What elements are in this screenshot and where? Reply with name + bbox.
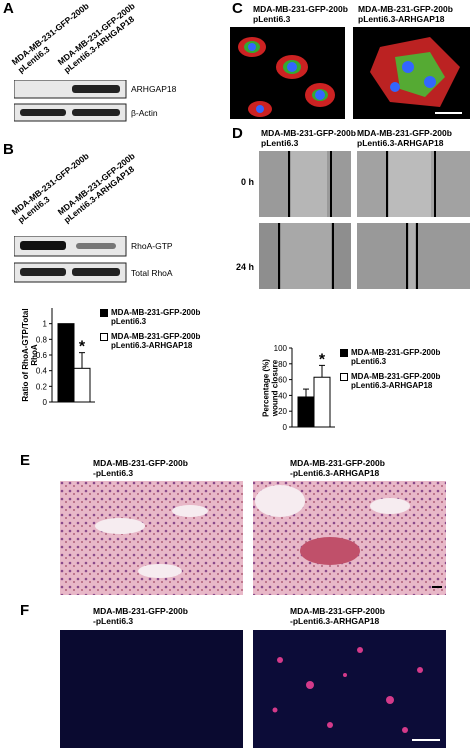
legend-entry: MDA-MB-231-GFP-200b pLenti6.3-ARHGAP18 [100,332,223,350]
text: -pLenti6.3-ARHGAP18 [290,468,380,478]
image-label: MDA-MB-231-GFP-200b -pLenti6.3 [93,606,188,626]
plot: 0 20 40 60 80 100 * [274,344,335,432]
text: pLenti6.3 [261,138,299,148]
annotation: * [319,351,326,368]
legend-swatch [340,373,348,381]
legend-entry: MDA-MB-231-GFP-200b pLenti6.3 [100,308,223,326]
western-blot [14,80,127,122]
blot-label: Total RhoA [131,268,173,278]
text: pLenti6.3-ARHGAP18 [357,138,444,148]
panel-letter: C [232,0,243,17]
panel-letter: D [232,125,243,142]
fluorescence-lung-images [60,630,446,748]
y-tick-label: 1 [43,320,48,329]
legend-label: MDA-MB-231-GFP-200b pLenti6.3 [351,348,441,366]
bar-chart: 0 20 40 60 80 100 * MDA-MB-231-GFP-200b pLenti6… [240,340,474,435]
blot-label: β-Actin [131,108,158,118]
y-tick-label: 0.8 [36,335,48,344]
image-label: MDA-MB-231-GFP-200b -pLenti6.3-ARHGAP18 [290,606,385,626]
text: -pLenti6.3 [93,468,134,478]
bar [313,376,331,428]
wound-images [259,151,470,289]
bar [73,367,91,403]
y-axis-label: Ratio of RhoA-GTP/Total RhoA [21,308,39,402]
time-label: 0 h [241,177,255,187]
text: MDA-MB-231-GFP-200b [290,458,385,468]
image-label: MDA-MB-231-GFP-200b -pLenti6.3 [93,458,188,478]
text: pLenti6.3 [253,14,291,24]
y-tick-label: 0.4 [36,367,48,376]
text: -pLenti6.3-ARHGAP18 [290,616,380,626]
time-label: 24 h [236,262,255,272]
legend-entry: MDA-MB-231-GFP-200b pLenti6.3-ARHGAP18 [340,372,463,390]
text: MDA-MB-231-GFP-200b [290,606,385,616]
bar [297,396,315,428]
y-tick-label: 0 [43,398,48,407]
y-tick-label: 0.2 [36,382,48,391]
text: MDA-MB-231-GFP-200b [253,4,348,14]
y-tick-label: 40 [278,391,287,400]
text: MDA-MB-231-GFP-200b [93,458,188,468]
annotation: * [79,339,86,356]
fluorescence-images [230,27,470,119]
y-tick-label: 0 [283,423,288,432]
y-tick-label: 20 [278,407,287,416]
histology-images [60,481,446,595]
bar-chart: 0 0.2 0.4 0.6 0.8 1 * MDA-MB-231-GFP-200b pLent… [0,300,232,410]
y-tick-label: 0.6 [36,351,48,360]
blot-label: RhoA-GTP [131,241,173,251]
y-tick-label: 80 [278,360,287,369]
text: MDA-MB-231-GFP-200b [93,606,188,616]
text: MDA-MB-231-GFP-200b [358,4,453,14]
legend-label: MDA-MB-231-GFP-200b pLenti6.3-ARHGAP18 [111,332,201,350]
y-tick-label: 60 [278,376,287,385]
image-label: MDA-MB-231-GFP-200b pLenti6.3-ARHGAP18 [358,4,453,24]
image-label: MDA-MB-231-GFP-200b pLenti6.3 [253,4,348,24]
panel-letter: E [20,452,31,469]
text: MDA-MB-231-GFP-200b [357,128,452,138]
plot: 0 0.2 0.4 0.6 0.8 1 * [36,308,95,407]
image-label: MDA-MB-231-GFP-200b pLenti6.3 [261,128,356,148]
text: MDA-MB-231-GFP-200b [261,128,356,138]
blot-label: ARHGAP18 [131,84,177,94]
panel-letter: B [3,141,14,158]
legend-swatch [100,333,108,341]
text: pLenti6.3-ARHGAP18 [358,14,445,24]
western-blot [14,236,127,283]
panel-letter: A [3,0,14,17]
y-axis-label: Percentage (%) wound closure [261,358,279,417]
text: -pLenti6.3 [93,616,134,626]
legend-label: MDA-MB-231-GFP-200b pLenti6.3-ARHGAP18 [351,372,441,390]
image-label: MDA-MB-231-GFP-200b -pLenti6.3-ARHGAP18 [290,458,385,478]
panel-letter: F [20,602,30,619]
y-tick-label: 100 [274,344,288,353]
legend-label: MDA-MB-231-GFP-200b pLenti6.3 [111,308,201,326]
legend-swatch [100,309,108,317]
image-label: MDA-MB-231-GFP-200b pLenti6.3-ARHGAP18 [357,128,452,148]
legend-entry: MDA-MB-231-GFP-200b pLenti6.3 [340,348,463,366]
legend-swatch [340,349,348,357]
bar [57,323,75,403]
